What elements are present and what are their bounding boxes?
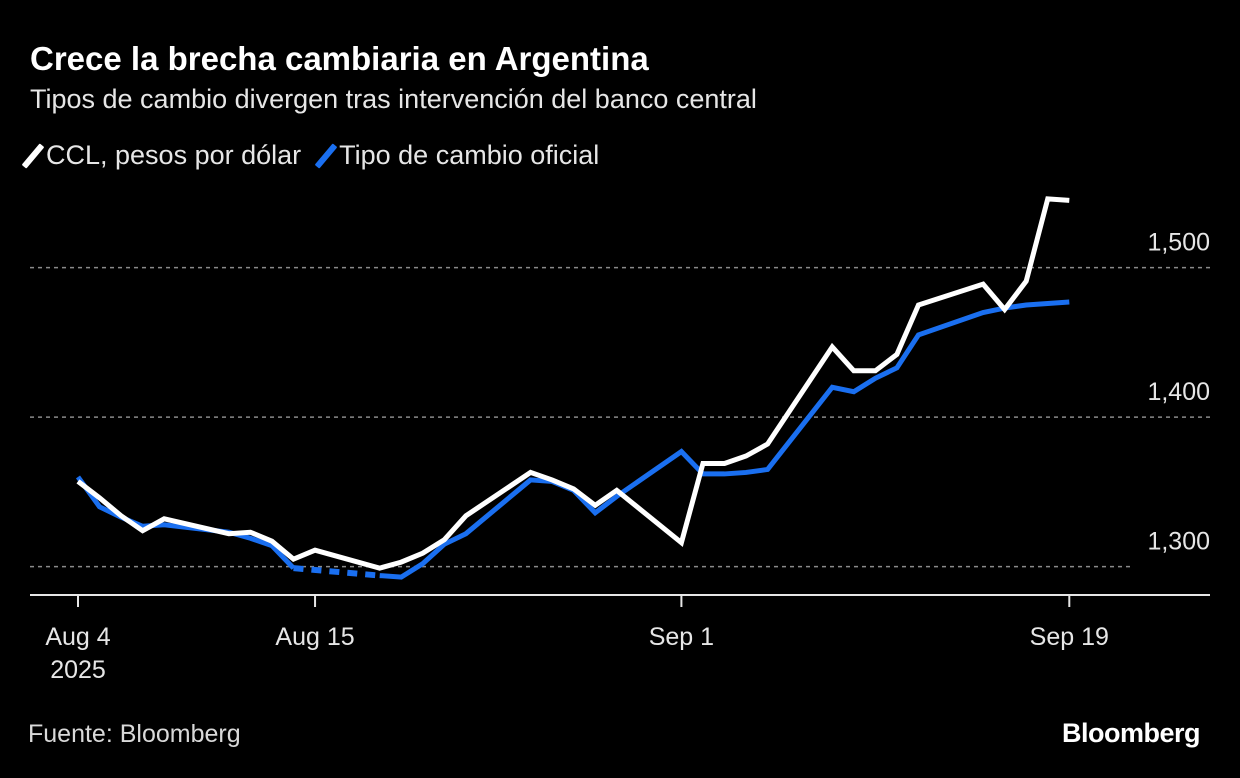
y-tick-label: 1,300	[1147, 528, 1210, 556]
series-line-ccl	[76, 196, 1070, 571]
x-tick-label: Aug 15	[275, 623, 354, 651]
source-note: Fuente: Bloomberg	[28, 720, 241, 748]
legend-item-ccl: CCL, pesos por dólar	[21, 140, 302, 171]
legend: CCL, pesos por dólar Tipo de cambio ofic…	[21, 140, 600, 171]
y-tick-label: 1,500	[1147, 229, 1210, 257]
legend-item-oficial: Tipo de cambio oficial	[314, 140, 600, 171]
bloomberg-logo: Bloomberg	[1061, 718, 1201, 748]
y-tick-label: 1,400	[1147, 378, 1210, 406]
chart-title: Crece la brecha cambiaria en Argentina	[30, 40, 649, 77]
x-tick-label: Sep 1	[649, 623, 714, 651]
series-gap-1	[293, 565, 380, 579]
legend-label-oficial: Tipo de cambio oficial	[339, 140, 600, 170]
x-tick-label: Sep 19	[1030, 623, 1109, 651]
chart-subtitle: Tipos de cambio divergen tras intervenci…	[30, 84, 757, 114]
legend-label-ccl: CCL, pesos por dólar	[46, 140, 302, 170]
x-tick-sublabel: 2025	[50, 656, 106, 684]
series-line-oficial	[379, 299, 1070, 580]
x-tick-label: Aug 4	[45, 623, 110, 651]
